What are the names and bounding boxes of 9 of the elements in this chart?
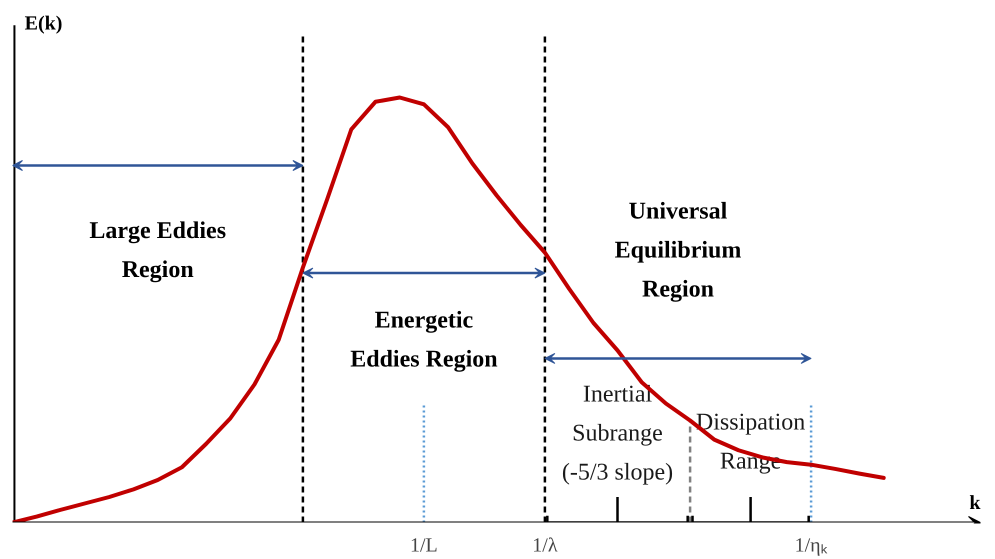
annotation: Inertial Subrange (-5/3 slope) [562, 381, 674, 486]
annotation: Large Eddies Region [89, 218, 226, 283]
annotation: Universal Equilibrium Region [614, 198, 742, 302]
y-axis-title: E(k) [24, 12, 62, 34]
annotation: Energetic Eddies Region [350, 307, 498, 372]
x-tick-label: 1/L [410, 534, 438, 556]
x-tick-label: 1/λ [532, 534, 558, 556]
x-tick-label: 1/ηₖ [794, 534, 828, 556]
x-axis-title: k [969, 492, 982, 514]
